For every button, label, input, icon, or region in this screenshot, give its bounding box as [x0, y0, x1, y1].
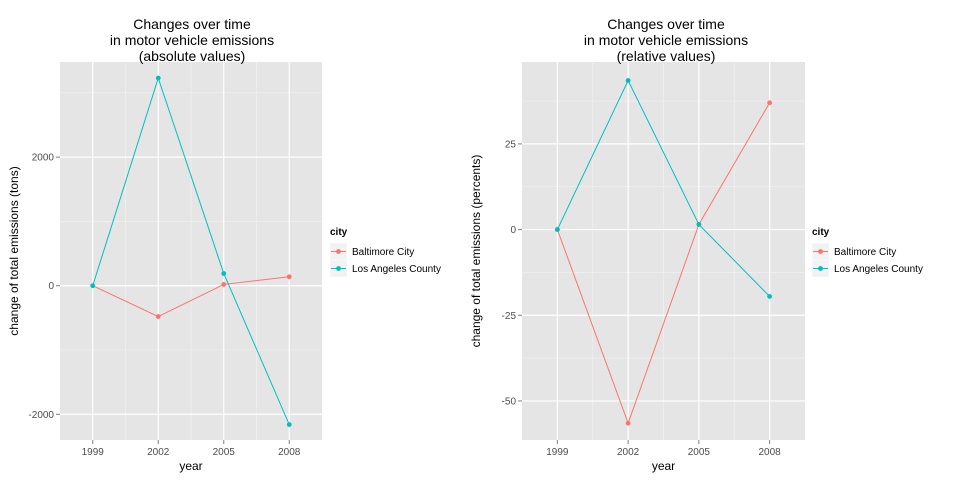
- y-tick-label: 0: [48, 281, 54, 292]
- x-tick-label: 2005: [688, 447, 711, 458]
- legend-title: city: [330, 227, 348, 238]
- x-tick-label: 2002: [617, 447, 640, 458]
- data-point: [286, 274, 292, 280]
- x-tick-label: 1999: [546, 447, 569, 458]
- legend-label: Baltimore City: [834, 247, 896, 258]
- y-axis-title: change of total emissions (percents): [469, 155, 483, 348]
- y-tick-label: 0: [510, 225, 516, 236]
- legend-key-point: [818, 249, 823, 254]
- x-tick-label: 2008: [278, 447, 301, 458]
- y-tick-label: 25: [505, 139, 517, 150]
- series-line-1: [556, 102, 771, 425]
- chart-title-line: (relative values): [617, 48, 716, 64]
- series-line-2: [556, 79, 770, 297]
- legend-key-point: [336, 266, 341, 271]
- legend-label: Baltimore City: [352, 247, 414, 258]
- data-point: [767, 294, 773, 299]
- legend-label: Los Angeles County: [352, 264, 441, 275]
- data-point: [767, 100, 773, 106]
- x-axis-title: year: [179, 459, 202, 473]
- data-point: [625, 78, 631, 83]
- x-axis-title: year: [652, 459, 675, 473]
- x-tick-label: 2008: [759, 447, 782, 458]
- chart-title-line: in motor vehicle emissions: [110, 32, 274, 48]
- data-point: [286, 422, 292, 427]
- x-tick-label: 1999: [82, 447, 105, 458]
- data-point: [155, 314, 161, 319]
- series-line-2: [92, 76, 290, 425]
- data-point: [221, 271, 227, 276]
- legend: city Baltimore City Los Angeles County: [811, 227, 923, 278]
- legend-label: Los Angeles County: [834, 264, 923, 275]
- x-tick-label: 2002: [147, 447, 170, 458]
- chart-panel-1: -2000 0 2000 1999 2002 2005 2008 year change of …: [7, 16, 441, 473]
- chart-title-line: Changes over time: [133, 16, 251, 32]
- data-point: [90, 283, 96, 289]
- legend-title: city: [812, 227, 830, 238]
- chart-panel-2: -50 -25 0 25 1999 2002 2005 2008 year change of t…: [469, 16, 923, 473]
- x-tick-label: 2005: [213, 447, 236, 458]
- chart-title-line: in motor vehicle emissions: [584, 32, 748, 48]
- data-point: [155, 75, 161, 81]
- data-point: [696, 222, 702, 227]
- y-axis-title: change of total emissions (tons): [7, 166, 21, 335]
- data-point: [554, 227, 560, 232]
- legend-key-point: [818, 266, 823, 271]
- y-tick-label: -50: [502, 396, 517, 407]
- chart-title-line: (absolute values): [139, 48, 246, 64]
- data-point: [625, 420, 631, 426]
- y-tick-label: 2000: [32, 153, 55, 164]
- chart-title-line: Changes over time: [607, 16, 725, 32]
- legend: city Baltimore City Los Angeles County: [329, 227, 441, 278]
- legend-key-point: [336, 249, 341, 254]
- data-point: [221, 282, 227, 287]
- y-tick-label: -25: [502, 311, 517, 322]
- series-line-1: [92, 276, 290, 318]
- y-tick-label: -2000: [28, 410, 54, 421]
